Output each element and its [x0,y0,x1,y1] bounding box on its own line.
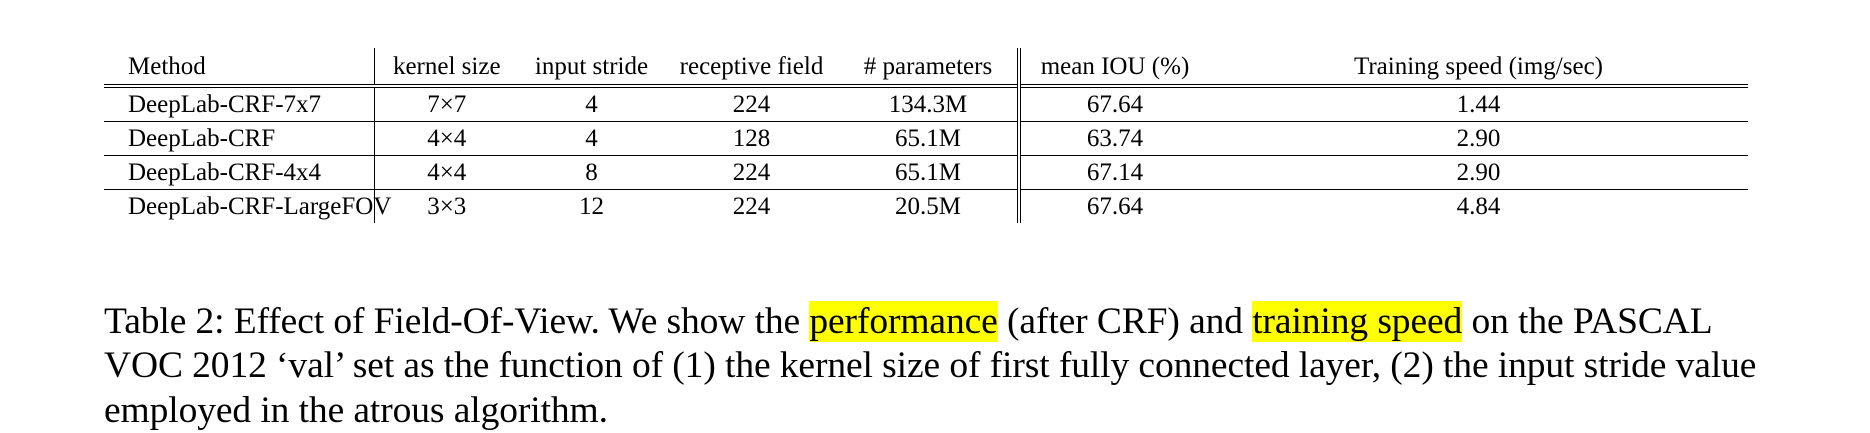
cell-kernel-size: 7×7 [374,86,519,122]
results-table-container: Method kernel size input stride receptiv… [104,48,1748,223]
cell-parameters: 65.1M [839,122,1019,156]
header-mean-iou: mean IOU (%) [1019,48,1209,86]
table-row: DeepLab-CRF 4×4 4 128 65.1M 63.74 2.90 [104,122,1748,156]
table-header-row: Method kernel size input stride receptiv… [104,48,1748,86]
caption-highlight-training-speed: training speed [1252,301,1462,342]
cell-kernel-size: 3×3 [374,190,519,224]
cell-input-stride: 8 [519,156,664,190]
cell-input-stride: 4 [519,122,664,156]
cell-receptive-field: 224 [664,156,839,190]
cell-method: DeepLab-CRF [104,122,374,156]
cell-mean-iou: 67.64 [1019,190,1209,224]
header-training-speed: Training speed (img/sec) [1209,48,1748,86]
cell-parameters: 20.5M [839,190,1019,224]
header-receptive-field: receptive field [664,48,839,86]
header-input-stride: input stride [519,48,664,86]
header-kernel-size: kernel size [374,48,519,86]
cell-input-stride: 12 [519,190,664,224]
table-caption: Table 2: Effect of Field-Of-View. We sho… [104,300,1764,433]
table-row: DeepLab-CRF-LargeFOV 3×3 12 224 20.5M 67… [104,190,1748,224]
header-parameters: # parameters [839,48,1019,86]
cell-training-speed: 2.90 [1209,122,1748,156]
cell-training-speed: 1.44 [1209,86,1748,122]
cell-input-stride: 4 [519,86,664,122]
cell-receptive-field: 224 [664,86,839,122]
cell-method: DeepLab-CRF-7x7 [104,86,374,122]
cell-receptive-field: 224 [664,190,839,224]
cell-method: DeepLab-CRF-4x4 [104,156,374,190]
cell-receptive-field: 128 [664,122,839,156]
cell-mean-iou: 67.14 [1019,156,1209,190]
caption-text-part1: Table 2: Effect of Field-Of-View. We sho… [104,301,809,342]
table-row: DeepLab-CRF-7x7 7×7 4 224 134.3M 67.64 1… [104,86,1748,122]
cell-mean-iou: 63.74 [1019,122,1209,156]
cell-parameters: 134.3M [839,86,1019,122]
cell-method: DeepLab-CRF-LargeFOV [104,190,374,224]
cell-kernel-size: 4×4 [374,156,519,190]
caption-text-part2: (after CRF) and [998,301,1252,342]
results-table: Method kernel size input stride receptiv… [104,48,1748,223]
header-method: Method [104,48,374,86]
caption-highlight-performance: performance [809,301,997,342]
table-row: DeepLab-CRF-4x4 4×4 8 224 65.1M 67.14 2.… [104,156,1748,190]
cell-training-speed: 4.84 [1209,190,1748,224]
cell-parameters: 65.1M [839,156,1019,190]
cell-mean-iou: 67.64 [1019,86,1209,122]
cell-training-speed: 2.90 [1209,156,1748,190]
cell-kernel-size: 4×4 [374,122,519,156]
